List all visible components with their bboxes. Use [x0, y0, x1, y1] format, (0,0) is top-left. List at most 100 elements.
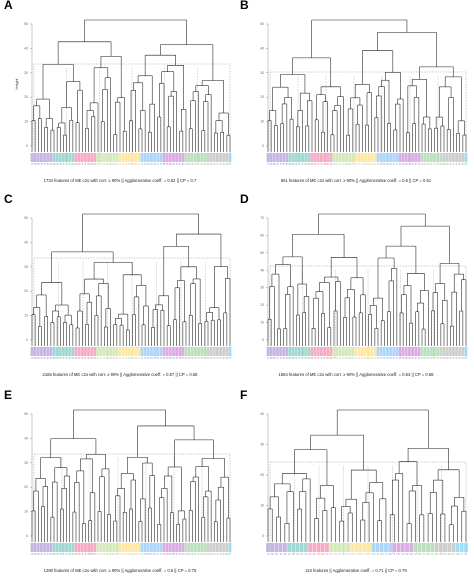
leaf-marker — [166, 357, 168, 359]
leaf-marker — [399, 163, 401, 165]
leaf-label — [106, 153, 109, 162]
leaf-label — [121, 347, 125, 356]
leaf-label — [392, 543, 397, 552]
leaf-label — [301, 153, 304, 162]
leaf-marker — [216, 163, 219, 165]
leaf-label — [77, 347, 81, 356]
leaf-marker — [144, 163, 146, 165]
leaf-label — [52, 347, 56, 356]
leaf-label — [461, 153, 465, 162]
leaf-marker — [358, 357, 360, 359]
leaf-marker — [100, 553, 102, 555]
leaf-marker — [393, 553, 396, 555]
leaf-marker — [153, 357, 156, 359]
leaf-marker — [405, 163, 407, 165]
leaf-label — [71, 347, 75, 356]
leaf-label — [68, 347, 72, 356]
leaf-marker — [197, 357, 200, 359]
leaf-label — [408, 153, 411, 162]
leaf-marker — [179, 357, 181, 359]
dendrogram: 0 10 20 30 40 50 — [260, 19, 468, 165]
leaf-marker — [125, 553, 127, 555]
leaf-marker — [295, 163, 297, 165]
leaf-marker — [275, 553, 278, 555]
leaf-label — [159, 543, 163, 552]
y-tick-label: 0 — [26, 534, 28, 538]
leaf-label — [228, 153, 232, 162]
leaf-label — [461, 347, 465, 356]
y-tick-label: 40 — [24, 240, 28, 244]
leaf-marker — [223, 553, 225, 555]
leaf-marker — [141, 357, 143, 359]
leaf-marker — [361, 163, 363, 165]
leaf-marker — [267, 357, 269, 359]
y-tick-label: 0 — [262, 338, 264, 342]
leaf-marker — [185, 163, 187, 165]
leaf-marker — [135, 163, 137, 165]
leaf-marker — [424, 163, 426, 165]
y-tick-label: 0 — [26, 338, 28, 342]
leaf-marker — [298, 357, 301, 359]
leaf-marker — [122, 553, 124, 555]
leaf-marker — [279, 553, 282, 555]
leaf-marker — [116, 553, 118, 555]
leaf-marker — [444, 553, 446, 555]
leaf-label — [46, 153, 50, 162]
leaf-label — [310, 153, 314, 162]
leaf-marker — [69, 163, 71, 165]
leaf-marker — [311, 357, 313, 359]
leaf-label — [203, 347, 207, 356]
leaf-label — [320, 543, 325, 552]
leaf-label — [43, 153, 46, 162]
leaf-marker — [91, 163, 93, 165]
leaf-marker — [138, 357, 140, 359]
leaf-label — [212, 543, 216, 552]
leaf-marker — [440, 553, 442, 555]
leaf-label — [436, 347, 440, 356]
leaf-label — [71, 153, 75, 162]
leaf-marker — [163, 553, 165, 555]
leaf-marker — [197, 553, 200, 555]
leaf-marker — [135, 357, 137, 359]
leaf-marker — [100, 163, 102, 165]
leaf-label — [443, 543, 447, 552]
leaf-marker — [50, 357, 52, 359]
dendrogram: 0 10 20 30 40 — [260, 409, 468, 555]
leaf-label — [396, 543, 401, 552]
leaf-marker — [153, 163, 156, 165]
leaf-label — [436, 153, 440, 162]
leaf-marker — [383, 163, 385, 165]
leaf-label — [308, 543, 313, 552]
leaf-marker — [396, 357, 398, 359]
leaf-label — [447, 543, 452, 552]
leaf-label — [150, 543, 153, 552]
leaf-label — [307, 347, 311, 356]
leaf-label — [291, 153, 295, 162]
leaf-marker — [122, 357, 124, 359]
leaf-marker — [443, 357, 445, 359]
leaf-marker — [204, 357, 206, 359]
leaf-label — [80, 543, 84, 552]
leaf-marker — [314, 163, 316, 165]
leaf-marker — [175, 357, 178, 359]
leaf-label — [109, 347, 112, 356]
leaf-label — [323, 347, 326, 356]
leaf-label — [87, 347, 90, 356]
leaf-label — [278, 543, 283, 552]
leaf-label — [298, 347, 301, 356]
leaf-marker — [197, 163, 200, 165]
leaf-label — [128, 153, 131, 162]
leaf-marker — [389, 553, 391, 555]
panel-e: E 0 10 20 30 40 50 1280 features of ME c2o with… — [4, 388, 236, 588]
leaf-marker — [377, 163, 379, 165]
y-tick-label: 30 — [260, 71, 264, 75]
leaf-marker — [34, 163, 36, 165]
leaf-marker — [330, 553, 332, 555]
y-tick-label: 30 — [260, 286, 264, 290]
leaf-label — [200, 153, 204, 162]
leaf-label — [337, 543, 342, 552]
leaf-marker — [175, 163, 178, 165]
leaf-marker — [402, 357, 404, 359]
leaf-marker — [292, 357, 294, 359]
leaf-label — [270, 543, 275, 552]
